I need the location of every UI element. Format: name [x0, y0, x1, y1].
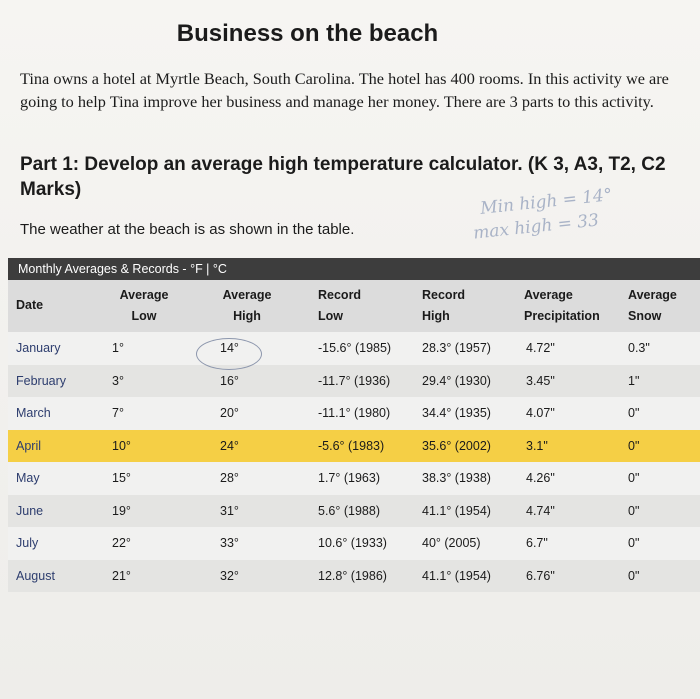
table-title: Monthly Averages & Records - °F | °C — [8, 258, 700, 280]
cell-avg-high: 28° — [220, 471, 239, 485]
header-rec-high-1: Record — [422, 288, 466, 302]
cell-snow: 0" — [628, 406, 640, 420]
cell-snow: 0" — [628, 503, 640, 518]
table-row-february: February 3° 16° -11.7° (1936) 29.4° (193… — [8, 364, 700, 397]
cell-record-high: 35.6° (2002) — [422, 438, 491, 453]
cell-avg-high: 24° — [220, 438, 239, 453]
cell-avg-low: 7° — [112, 406, 124, 420]
cell-snow: 0.3" — [628, 341, 650, 355]
handwritten-circle-mark — [196, 338, 262, 370]
header-rec-high-2: High — [422, 309, 450, 323]
header-date: Date — [16, 298, 44, 312]
cell-snow: 0" — [628, 568, 640, 583]
cell-avg-high: 20° — [220, 406, 239, 420]
cell-record-low: 5.6° (1988) — [318, 503, 380, 518]
cell-avg-low: 3° — [112, 373, 124, 388]
table-row-july: July 22° 33° 10.6° (1933) 40° (2005) 6.7… — [8, 527, 700, 560]
table-row-august: August 21° 32° 12.8° (1986) 41.1° (1954)… — [8, 559, 700, 592]
header-snow-2: Snow — [628, 309, 662, 323]
page-title: Business on the beach — [176, 20, 439, 47]
cell-snow: 1" — [628, 373, 640, 388]
table-row-may: May 15° 28° 1.7° (1963) 38.3° (1938) 4.2… — [8, 462, 700, 495]
cell-month: May — [16, 471, 40, 485]
cell-snow: 0" — [628, 438, 640, 453]
cell-precipitation: 4.74" — [526, 503, 555, 518]
cell-precipitation: 3.45" — [526, 373, 555, 388]
header-precip-2: Precipitation — [524, 309, 600, 323]
cell-month: August — [16, 568, 55, 583]
intro-paragraph: Tina owns a hotel at Myrtle Beach, South… — [20, 69, 669, 111]
cell-avg-low: 15° — [112, 471, 131, 485]
cell-record-high: 28.3° (1957) — [422, 341, 491, 355]
cell-snow: 0" — [628, 471, 640, 485]
cell-precipitation: 6.7" — [526, 536, 548, 550]
cell-record-low: -11.7° (1936) — [318, 373, 391, 388]
cell-record-low: -15.6° (1985) — [318, 341, 392, 355]
weather-table: Monthly Averages & Records - °F | °C Dat… — [8, 258, 700, 592]
header-snow-1: Average — [628, 288, 677, 302]
header-precip-1: Average — [524, 288, 573, 302]
cell-avg-low: 19° — [112, 503, 131, 518]
header-avg-high-1: Average — [222, 288, 272, 302]
cell-record-high: 41.1° (1954) — [422, 503, 491, 518]
cell-precipitation: 4.26" — [526, 471, 555, 485]
cell-avg-high: 31° — [220, 503, 239, 518]
cell-record-high: 34.4° (1935) — [422, 406, 491, 420]
cell-record-low: 1.7° (1963) — [318, 471, 380, 485]
header-rec-low-1: Record — [318, 288, 362, 302]
cell-avg-high: 33° — [220, 536, 239, 550]
table-body: January 1° 14° -15.6° (1985) 28.3° (1957… — [8, 332, 700, 592]
cell-precipitation: 4.07" — [526, 406, 555, 420]
cell-record-high: 38.3° (1938) — [422, 471, 491, 485]
header-avg-low-2: Low — [131, 309, 157, 323]
cell-avg-low: 22° — [112, 536, 131, 550]
table-row-june: June 19° 31° 5.6° (1988) 41.1° (1954) 4.… — [8, 494, 700, 527]
part1-heading: Part 1: Develop an average high temperat… — [20, 154, 666, 200]
cell-record-low: -11.1° (1980) — [318, 406, 391, 420]
cell-record-low: 10.6° (1933) — [318, 536, 387, 550]
header-avg-low-1: Average — [119, 288, 169, 302]
cell-avg-high: 16° — [220, 373, 239, 388]
table-row-january: January 1° 14° -15.6° (1985) 28.3° (1957… — [8, 332, 700, 365]
cell-avg-low: 21° — [112, 568, 131, 583]
table-row-march: March 7° 20° -11.1° (1980) 34.4° (1935) … — [8, 397, 700, 430]
weather-text: The weather at the beach is as shown in … — [20, 221, 355, 238]
cell-month: July — [16, 536, 39, 550]
cell-record-low: 12.8° (1986) — [318, 568, 387, 583]
cell-record-high: 41.1° (1954) — [422, 568, 491, 583]
cell-precipitation: 6.76" — [526, 568, 555, 583]
cell-record-high: 29.4° (1930) — [422, 373, 491, 388]
cell-avg-low: 1° — [112, 341, 124, 355]
table-row-april: April 10° 24° -5.6° (1983) 35.6° (2002) … — [8, 429, 700, 462]
cell-snow: 0" — [628, 536, 640, 550]
header-avg-high-2: High — [233, 309, 261, 323]
cell-record-high: 40° (2005) — [422, 536, 481, 550]
cell-month: February — [16, 373, 67, 388]
cell-month: January — [16, 341, 61, 355]
cell-month: April — [16, 438, 42, 453]
header-rec-low-2: Low — [318, 309, 343, 323]
cell-month: June — [16, 503, 44, 518]
table-header: Date Average Low Average High Record Low… — [8, 280, 700, 332]
cell-record-low: -5.6° (1983) — [318, 438, 385, 453]
cell-precipitation: 4.72" — [526, 341, 555, 355]
cell-avg-high: 32° — [220, 568, 239, 583]
cell-month: March — [16, 406, 51, 420]
cell-avg-low: 10° — [112, 438, 131, 453]
cell-precipitation: 3.1" — [526, 438, 548, 453]
